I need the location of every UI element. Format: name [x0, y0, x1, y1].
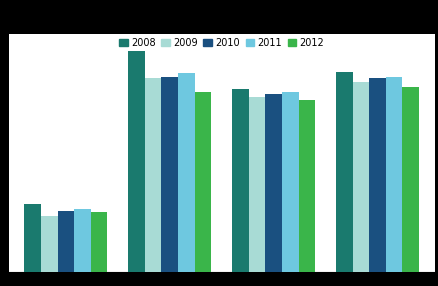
Bar — [402, 87, 418, 272]
Bar — [41, 216, 57, 272]
Bar — [335, 72, 352, 272]
Bar — [368, 78, 385, 272]
Bar — [178, 73, 194, 272]
Bar — [281, 92, 298, 272]
Bar — [74, 209, 91, 272]
Bar — [128, 51, 145, 272]
Bar — [265, 94, 281, 272]
Bar — [194, 92, 211, 272]
Legend: 2008, 2009, 2010, 2011, 2012: 2008, 2009, 2010, 2011, 2012 — [115, 34, 327, 52]
Bar — [24, 204, 41, 272]
Bar — [248, 97, 265, 272]
Bar — [145, 78, 161, 272]
Bar — [91, 212, 107, 272]
Bar — [57, 211, 74, 272]
Bar — [298, 100, 314, 272]
Bar — [232, 89, 248, 272]
Bar — [352, 82, 368, 272]
Bar — [385, 77, 402, 272]
Bar — [161, 77, 178, 272]
